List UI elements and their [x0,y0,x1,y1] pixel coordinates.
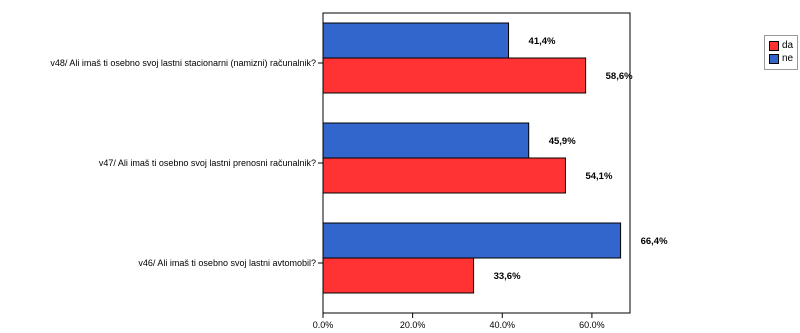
legend-swatch-da [769,41,779,51]
legend-item-da: da [769,40,793,52]
bar-ne [322,22,510,59]
legend-item-ne: ne [769,53,793,65]
data-label: 66,4% [641,236,668,247]
legend-label-ne: ne [782,53,794,64]
bar-da [322,257,475,294]
x-tick-label: 0.0% [313,320,334,330]
data-label: 41,4% [529,36,556,47]
data-label: 54,1% [585,171,612,182]
data-label: 33,6% [494,271,521,282]
legend-label-da: da [782,40,794,51]
y-tick-label: v46/ Ali imaš ti osebno svoj lastni avto… [138,258,316,268]
bar-da [322,57,587,94]
legend-swatch-ne [769,54,779,64]
bar-ne [322,222,622,259]
y-tick-label: v47/ Ali imaš ti osebno svoj lastni pren… [99,158,316,168]
legend: da ne [764,35,798,70]
x-tick-label: 60.0% [579,320,605,330]
x-tick-label: 20.0% [400,320,426,330]
data-label: 45,9% [549,136,576,147]
bar-da [322,157,566,194]
x-tick-label: 40.0% [490,320,516,330]
bar-ne [322,122,530,159]
data-label: 58,6% [606,71,633,82]
y-tick-label: v48/ Ali imaš ti osebno svoj lastni stac… [50,58,316,68]
